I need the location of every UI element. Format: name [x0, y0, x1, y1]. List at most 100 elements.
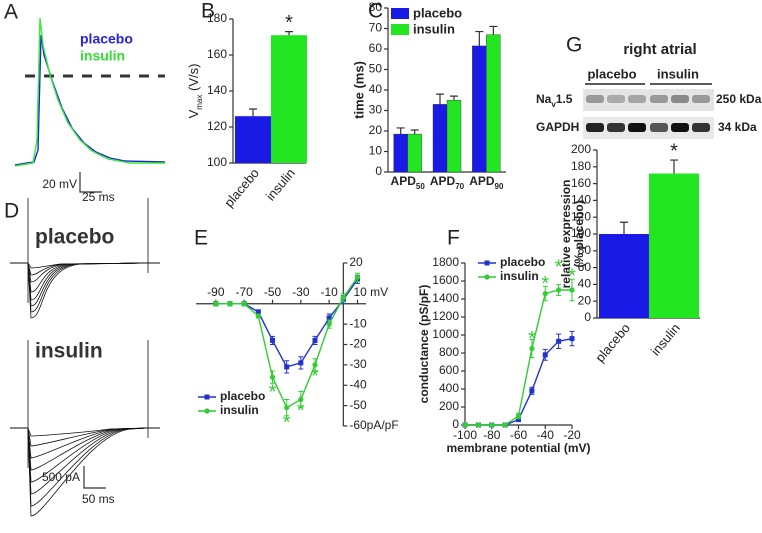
marker: [326, 321, 332, 327]
x-tick-label: 10 mV: [354, 285, 389, 299]
y-tick-label: 20: [578, 293, 592, 307]
legend-label: insulin: [80, 48, 125, 64]
text-part: V: [186, 109, 201, 118]
significance: *: [269, 382, 277, 404]
marker: [529, 345, 535, 352]
y-tick-label: 30: [369, 103, 383, 117]
y-tick-label: 160: [571, 176, 591, 190]
bar: [432, 104, 448, 173]
marker: [255, 313, 261, 319]
marker: [569, 287, 575, 293]
bar: [235, 116, 271, 163]
x-tick-label: APD90: [469, 174, 504, 190]
scale-label: 25 ms: [82, 190, 115, 204]
y-tick-label: 1000: [432, 327, 459, 341]
bar: [599, 234, 649, 318]
group-label: insulin: [657, 66, 699, 81]
y-tick-label: 120: [571, 209, 591, 223]
marker: [462, 422, 468, 428]
y-axis-title: relative expression: [559, 180, 573, 289]
x-tick-label: -10: [320, 285, 338, 299]
y-axis-title: Vmax (V/s): [186, 64, 203, 119]
subscript: 70: [455, 182, 464, 191]
significance: *: [283, 412, 291, 434]
marker: [340, 295, 346, 301]
legend-marker: [204, 408, 210, 414]
significance: *: [297, 400, 305, 422]
trace: [10, 262, 160, 313]
y-tick-label: 1800: [432, 255, 459, 269]
marker: [516, 417, 521, 423]
legend-marker: [484, 274, 490, 280]
x-tick-label: -30: [292, 285, 310, 299]
bar: [393, 133, 408, 173]
subscript: v: [551, 100, 556, 109]
scale-bar: [79, 172, 102, 193]
current-traces: [10, 198, 160, 517]
trace: [10, 427, 160, 459]
panel-label: F: [447, 227, 460, 250]
y-tick-label: 20: [349, 255, 363, 269]
x-tick-label: -40: [537, 428, 555, 442]
trace-title: placebo: [35, 226, 114, 249]
bar: [649, 173, 699, 318]
legend-label: placebo: [500, 255, 545, 269]
trace: [10, 427, 160, 471]
y-tick-label: 400: [439, 381, 459, 395]
y-tick-label: 60: [578, 260, 592, 274]
marker: [326, 315, 332, 321]
y-tick-label: 800: [439, 345, 459, 359]
y-tick-label: 60: [369, 41, 383, 55]
error-bar: [285, 31, 293, 36]
y-tick-label: 100: [571, 226, 591, 240]
insulin-trace: [14, 17, 165, 167]
x-axis-title: membrane potential (mV): [446, 441, 590, 455]
x-tick-label: -100: [453, 428, 477, 442]
y-tick-label: 120: [207, 119, 227, 133]
trace: [10, 427, 160, 437]
marker: [489, 422, 495, 428]
subscript: 50: [416, 182, 425, 191]
legend-label: placebo: [220, 389, 265, 403]
marker: [569, 336, 575, 342]
marker: [515, 413, 522, 419]
bar: [446, 100, 462, 173]
blot-title: right atrial: [623, 41, 696, 58]
x-tick-label: APD50: [391, 174, 426, 190]
marker: [542, 291, 548, 297]
x-tick-label: -90: [207, 285, 225, 299]
legend-swatch: [391, 24, 409, 35]
y-tick-label: 0: [375, 164, 382, 178]
marker: [475, 422, 481, 428]
y-tick-label: 70: [369, 21, 383, 35]
text-part: 1.5: [556, 92, 573, 106]
y-tick-label: 100: [207, 155, 227, 169]
marker: [556, 338, 562, 344]
error-bar: [670, 159, 678, 174]
y-tick-label: 160: [207, 47, 227, 61]
y-tick-label: 200: [571, 142, 591, 156]
series-line: [465, 289, 572, 426]
bar: [407, 133, 422, 173]
blot: [583, 89, 714, 111]
y-tick-label: 140: [571, 193, 591, 207]
blot-row-label: GAPDH: [536, 120, 579, 134]
y-axis-title: time (ms): [351, 61, 366, 119]
bar: [271, 35, 307, 164]
marker: [312, 337, 318, 343]
subscript: 90: [495, 182, 504, 191]
trace: [10, 262, 160, 293]
legend-label: insulin: [220, 403, 259, 417]
error-bar: [249, 108, 257, 117]
panel-label: D: [4, 200, 19, 223]
marker: [213, 301, 219, 307]
significance: *: [670, 140, 678, 162]
y-tick-label: 1400: [432, 291, 459, 305]
panel-label: E: [194, 227, 208, 250]
blot-bands: [586, 95, 710, 132]
significance: *: [568, 266, 576, 288]
marker: [241, 301, 247, 307]
text-part: Na: [536, 92, 552, 106]
y-tick-label: 50: [369, 62, 383, 76]
error-bar: [450, 95, 458, 101]
